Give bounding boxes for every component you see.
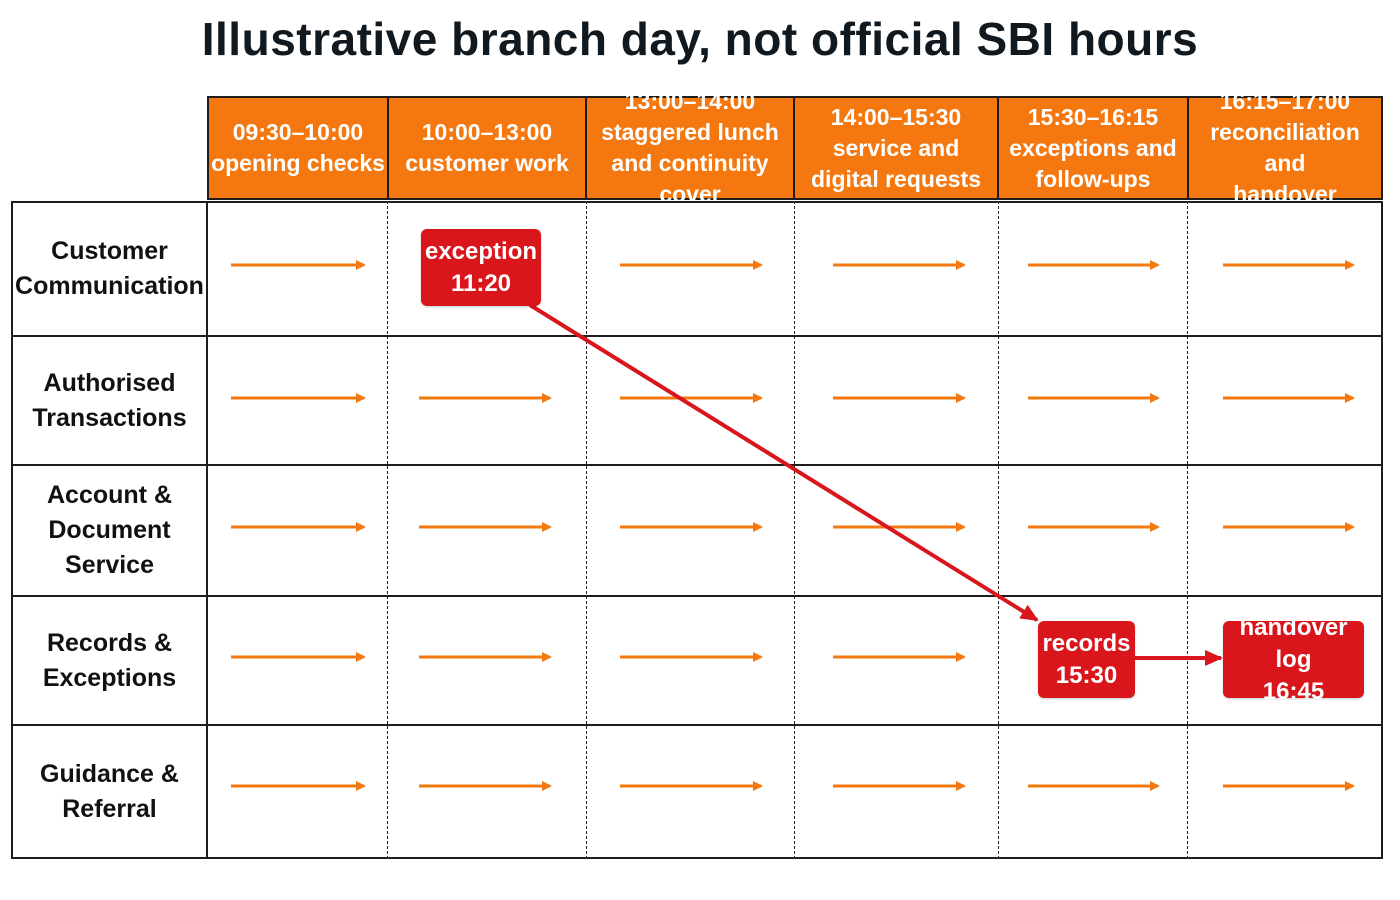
column-header-4-label-cont: digital requests: [811, 165, 981, 192]
column-divider: [586, 201, 587, 859]
row-label-account-document-service: Account & Document Service: [13, 466, 206, 595]
row-label-line: Communication: [15, 272, 204, 300]
row-label-guidance-referral: Guidance & Referral: [13, 726, 206, 857]
column-divider: [1187, 201, 1188, 859]
column-header-1: 09:30–10:00 opening checks: [207, 96, 389, 200]
column-header-5-time: 15:30–16:15: [1027, 103, 1159, 130]
event-exception-label: exception: [424, 237, 538, 265]
column-header-4: 14:00–15:30 service and digital requests: [795, 96, 999, 200]
timeline-grid: [11, 201, 1383, 859]
row-label-records-exceptions: Records & Exceptions: [13, 597, 206, 724]
event-records-time: 15:30: [1055, 661, 1118, 689]
label-column-divider: [206, 201, 208, 859]
row-label-authorised-transactions: Authorised Transactions: [13, 337, 206, 464]
column-header-2-label: customer work: [405, 150, 569, 176]
column-header-3-label: staggered lunch: [601, 119, 779, 145]
event-handover-time: 16:45: [1262, 677, 1325, 705]
row-label-line: Account &: [47, 481, 172, 509]
column-header-2: 10:00–13:00 customer work: [389, 96, 587, 200]
column-header-5-label-cont: follow-ups: [1035, 165, 1151, 192]
row-divider: [11, 464, 1383, 466]
column-header-1-time: 09:30–10:00: [232, 119, 364, 145]
row-divider: [11, 335, 1383, 337]
event-handover-label: handover log: [1239, 613, 1348, 673]
column-header-3-time: 13:00–14:00: [624, 88, 756, 114]
row-label-line: Records &: [46, 628, 173, 657]
row-label-line: Referral: [62, 794, 157, 823]
column-divider: [794, 201, 795, 859]
row-label-line: Guidance &: [40, 759, 179, 788]
column-header-3: 13:00–14:00 staggered lunch and continuity…: [587, 88, 795, 207]
event-records: records 15:30: [1038, 621, 1135, 698]
event-records-label: records: [1042, 629, 1131, 657]
column-divider: [998, 201, 999, 859]
row-divider: [11, 595, 1383, 597]
column-header-1-label: opening checks: [211, 150, 385, 176]
diagram-title: Illustrative branch day, not official SB…: [201, 13, 1199, 65]
column-header-6-time: 16:15–17:00: [1219, 88, 1351, 114]
column-header-5-label: exceptions and: [1009, 134, 1177, 161]
column-header-5: 15:30–16:15 exceptions and follow-ups: [999, 96, 1189, 200]
row-divider: [11, 724, 1383, 726]
column-header-3-label-cont: and continuity cover: [611, 150, 769, 207]
column-header-6: 16:15–17:00 reconciliation and handover: [1189, 88, 1383, 207]
row-label-line: Customer: [51, 237, 168, 265]
row-label-line: Authorised: [43, 368, 176, 397]
row-label-line: Transactions: [32, 403, 187, 432]
column-header-4-label: service and: [832, 134, 960, 161]
event-handover-log: handover log 16:45: [1223, 614, 1364, 705]
event-exception: exception 11:20: [421, 229, 541, 306]
row-label-customer-communication: Customer Communication: [13, 203, 206, 335]
column-header-4-time: 14:00–15:30: [830, 103, 962, 130]
row-label-line: Exceptions: [42, 663, 177, 692]
column-header-2-time: 10:00–13:00: [421, 119, 553, 145]
column-header-6-label: reconciliation and: [1210, 119, 1360, 176]
column-divider: [387, 201, 388, 859]
row-label-line: Document Service: [48, 516, 171, 579]
event-exception-time: 11:20: [450, 269, 512, 297]
